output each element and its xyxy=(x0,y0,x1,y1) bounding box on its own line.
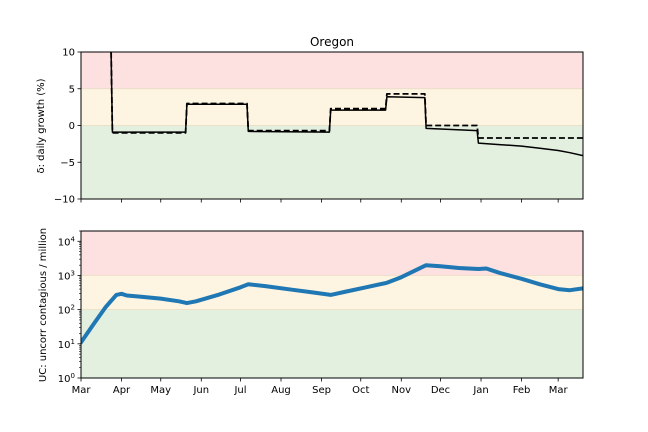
x-tick-label-4: Jul xyxy=(233,385,246,396)
band-1 xyxy=(81,275,583,310)
x-tick-label-0: Mar xyxy=(72,385,92,396)
growth-x-ticks xyxy=(80,199,559,203)
dashed-series-line-1 xyxy=(110,52,583,139)
x-tick-label-2: May xyxy=(150,385,171,396)
y-tick-base-4: 10 xyxy=(58,237,71,248)
y-tick-exp-0: 0 xyxy=(71,372,75,380)
y-tick-label-4: 10 xyxy=(62,48,75,59)
x-tick-label-1: Apr xyxy=(113,385,131,396)
growth-y-ticks: −10 −5 0 5 10 xyxy=(54,48,81,206)
growth-panel: −10 −5 0 5 10 Oregon δ: daily growth (%) xyxy=(36,35,584,206)
y-tick-label-3: 103 xyxy=(58,269,75,282)
y-tick-exp-4: 4 xyxy=(71,235,76,243)
y-tick-label-3: 5 xyxy=(69,84,75,95)
x-tick-label-6: Sep xyxy=(312,385,331,396)
contagious-x-ticks: Mar Apr May Jun Jul Aug Sep Oct Nov Dec Jan Feb Mar xyxy=(72,378,569,396)
band-2 xyxy=(81,125,583,199)
y-tick-label-0: 100 xyxy=(58,372,75,385)
x-tick-label-12: Mar xyxy=(549,385,569,396)
band-2 xyxy=(81,309,583,378)
y-tick-exp-2: 2 xyxy=(71,304,75,312)
band-0 xyxy=(81,231,583,276)
contagious-y-axis-label: UC: uncorr contagious / million xyxy=(38,228,49,382)
x-tick-label-9: Dec xyxy=(431,385,450,396)
y-tick-exp-1: 1 xyxy=(71,338,75,346)
growth-y-axis-label: δ: daily growth (%) xyxy=(36,78,47,173)
y-tick-exp-3: 3 xyxy=(71,269,75,277)
y-tick-label-2: 102 xyxy=(58,304,75,317)
contagious-plot-frame xyxy=(80,230,584,379)
x-tick-label-3: Jun xyxy=(192,385,209,396)
growth-bands xyxy=(81,52,583,199)
solid-series-line-0 xyxy=(81,263,583,345)
y-tick-label-4: 104 xyxy=(58,235,76,248)
contagious-series xyxy=(81,263,583,345)
y-tick-label-1: −5 xyxy=(60,158,75,169)
x-tick-label-10: Jan xyxy=(472,385,488,396)
x-tick-label-5: Aug xyxy=(271,385,291,396)
x-tick-label-11: Feb xyxy=(513,385,531,396)
contagious-bands xyxy=(81,231,583,378)
x-tick-label-8: Nov xyxy=(392,385,412,396)
y-tick-label-1: 101 xyxy=(58,338,75,351)
band-0 xyxy=(81,52,583,89)
chart-title: Oregon xyxy=(310,35,354,49)
growth-series xyxy=(110,52,583,157)
x-tick-label-7: Oct xyxy=(352,385,369,396)
y-tick-label-2: 0 xyxy=(69,121,75,132)
y-tick-base-1: 10 xyxy=(58,340,71,351)
y-tick-label-0: −10 xyxy=(54,195,75,206)
band-1 xyxy=(81,88,583,126)
y-tick-base-3: 10 xyxy=(58,271,71,282)
y-tick-base-0: 10 xyxy=(58,374,71,385)
y-tick-base-2: 10 xyxy=(58,306,71,317)
